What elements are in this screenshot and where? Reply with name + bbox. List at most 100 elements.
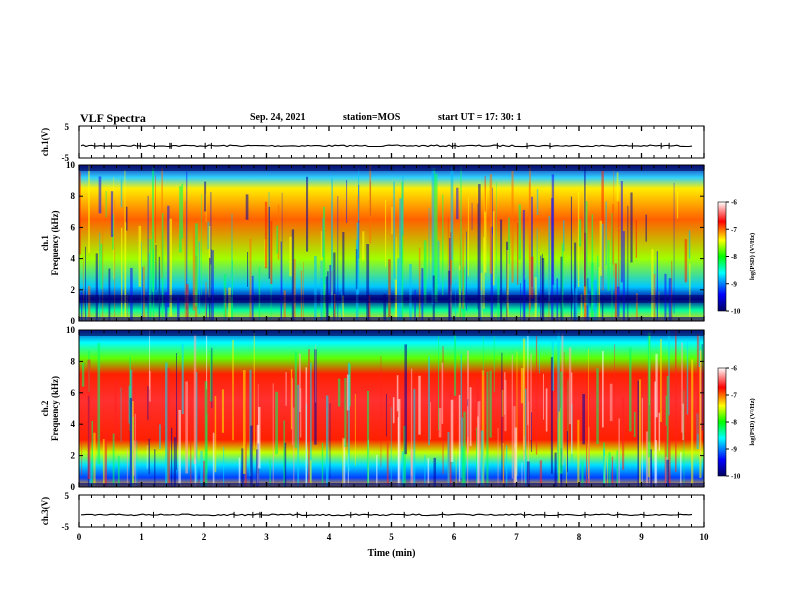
spectrogram-streak xyxy=(362,231,365,261)
spectrogram-streak xyxy=(97,343,101,465)
spectrogram-streak xyxy=(152,167,154,292)
spectrogram-streak xyxy=(577,419,580,487)
spectrogram-streak xyxy=(477,401,479,487)
spectrogram-streak xyxy=(120,178,123,208)
spectrogram-streak xyxy=(341,291,343,321)
spectrogram-streak xyxy=(158,256,161,321)
spectrogram-streak xyxy=(112,433,115,487)
spectrogram-streak xyxy=(81,407,83,476)
spectrogram-streak xyxy=(637,380,639,487)
spectrogram-streak xyxy=(206,413,208,474)
spectrogram-streak xyxy=(518,204,521,260)
spectrogram-streak xyxy=(463,411,466,487)
spectrogram-streak xyxy=(522,338,526,450)
spectrogram-streak xyxy=(93,432,96,487)
spectrogram-streak xyxy=(280,241,282,321)
spectrogram-streak xyxy=(645,431,648,487)
spectrogram-streak xyxy=(647,441,650,478)
spectrogram-streak xyxy=(294,351,298,449)
spectrogram-streak xyxy=(146,445,148,470)
spectrogram-streak xyxy=(272,383,274,487)
spectrogram-streak xyxy=(315,344,317,403)
spectrogram-streak xyxy=(120,387,122,442)
spectrogram-streak xyxy=(186,171,188,310)
panel-ch1-waveform: 5 -5 ch.1(V) xyxy=(40,122,705,163)
spectrogram-streak xyxy=(622,397,625,470)
xtick-label: 9 xyxy=(639,532,644,542)
spectrogram-streak xyxy=(320,231,322,278)
spectrogram-streak xyxy=(521,462,523,487)
spectrogram-streak xyxy=(568,347,572,425)
ytick-label: -5 xyxy=(62,522,70,532)
spectrogram-streak xyxy=(665,395,667,426)
spectrogram-streak xyxy=(99,232,101,321)
spectrogram-streak xyxy=(329,265,332,303)
spectrogram-streak xyxy=(696,334,700,435)
spectrogram-streak xyxy=(204,181,207,212)
spectrogram-streak xyxy=(117,455,120,487)
spectrogram-streak xyxy=(238,457,241,487)
spectrogram-streak xyxy=(698,335,700,367)
panel-ch1-spectrogram: 0 2 4 6 8 10 ch.1 Frequency (kHz) xyxy=(40,160,705,326)
spectrogram-streak xyxy=(185,381,188,474)
spectrogram-streak xyxy=(467,197,469,277)
spectrogram-streak xyxy=(641,397,643,487)
spectrogram-streak xyxy=(478,184,481,321)
spectrogram-streak xyxy=(582,394,585,445)
spectrogram-streak xyxy=(668,440,671,487)
spectrogram-streak xyxy=(276,225,279,254)
spectrogram-streak xyxy=(456,187,459,220)
spectrogram-streak xyxy=(478,401,481,487)
spectrogram-streak xyxy=(585,200,588,306)
spectrogram-streak xyxy=(80,292,83,321)
spectrogram-streak xyxy=(88,285,91,321)
date-label: Sep. 24, 2021 xyxy=(250,112,306,123)
spectrogram-streak xyxy=(134,413,136,487)
spectrogram-streak xyxy=(358,184,360,259)
spectrogram-streak xyxy=(496,182,497,275)
spectrogram-streak xyxy=(469,387,472,447)
xtick-label: 5 xyxy=(389,532,394,542)
spectrogram-streak xyxy=(647,332,651,458)
spectrogram-streak xyxy=(539,460,543,487)
colorbar: -6 -7 -8 -9 -10 log(PSD) (V²/Hz) xyxy=(717,199,756,316)
spectrogram-streak xyxy=(204,381,208,487)
spectrogram-streak xyxy=(650,449,652,487)
waveform-trace xyxy=(80,144,693,148)
spectrogram-streak xyxy=(689,263,691,321)
spectrogram-streak xyxy=(211,249,212,321)
spectrogram-streak xyxy=(654,381,657,487)
spectrogram-streak xyxy=(154,449,156,487)
spectrogram-streak xyxy=(613,170,615,278)
ylabel-frequency: Frequency (kHz) xyxy=(50,376,60,441)
colorbar-tick-label: -6 xyxy=(731,199,737,207)
spectrogram-streak xyxy=(680,452,682,487)
colorbar-tick-label: -10 xyxy=(731,473,741,481)
spectrogram-streak xyxy=(130,267,133,321)
spectrogram-streak xyxy=(210,192,212,265)
spectrogram-streak xyxy=(210,349,213,402)
spectrogram-streak xyxy=(264,201,268,269)
spectrogram-streak xyxy=(484,176,486,212)
spectrogram-streak xyxy=(228,287,231,321)
spectrogram-streak xyxy=(392,397,395,424)
spectrogram-streak xyxy=(629,347,632,432)
spectrogram-streak xyxy=(89,463,92,487)
spectrogram-streak xyxy=(126,448,128,487)
spectrogram-streak xyxy=(486,371,489,487)
spectrogram-streak xyxy=(530,256,534,299)
spectrogram-streak xyxy=(303,262,304,321)
spectrogram-streak xyxy=(409,264,412,321)
spectrogram-streak xyxy=(460,166,462,291)
spectrogram-streak xyxy=(418,247,421,321)
spectrogram-streak xyxy=(461,417,464,463)
spectrogram-streak xyxy=(527,335,529,426)
spectrogram-streak xyxy=(195,371,198,482)
spectrogram-streak xyxy=(232,339,234,441)
spectrogram-streak xyxy=(284,442,287,487)
spectrogram-streak xyxy=(258,406,261,469)
spectrogram-streak xyxy=(645,214,647,242)
spectrogram-streak xyxy=(95,253,98,321)
waveform-trace xyxy=(80,513,693,517)
ytick-label: 10 xyxy=(66,325,76,335)
